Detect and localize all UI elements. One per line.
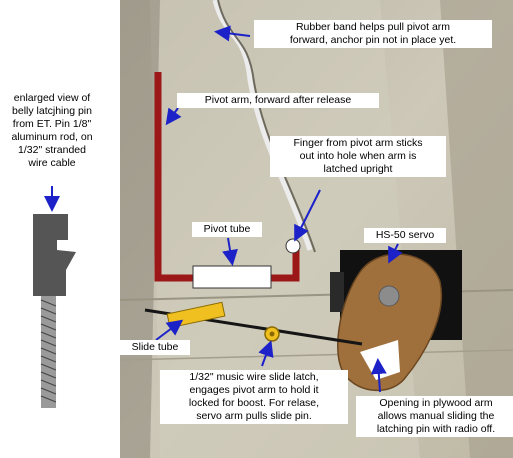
bulkhead-line-2 <box>119 349 513 361</box>
arrow-slide-tube <box>155 319 184 341</box>
arrow-music-wire <box>258 340 274 367</box>
arrow-rubber-band <box>214 25 251 42</box>
finger-label: Finger from pivot arm sticks out into ho… <box>270 136 446 177</box>
fuselage-right-wall <box>440 0 513 458</box>
pivot-arm <box>154 72 195 282</box>
arrow-pivot-arm <box>165 107 182 126</box>
latch-pin-head <box>33 214 76 296</box>
music-wire-label: 1/32" music wire slide latch, engages pi… <box>160 370 348 424</box>
slide-pin-collar-center <box>269 331 275 337</box>
arrow-servo <box>388 243 403 264</box>
arrow-opening <box>370 358 387 393</box>
servo-label: HS-50 servo <box>364 228 446 243</box>
finger-hole <box>285 238 301 254</box>
latch-pin-cable <box>41 296 56 408</box>
pivot-tube <box>192 265 272 289</box>
enlarged-view-label: enlarged view of belly latcjhing pin fro… <box>11 92 93 169</box>
pivot-tube-label: Pivot tube <box>192 222 262 237</box>
latch-pin-cable-strands <box>40 299 57 403</box>
rubber-band-shadow <box>217 0 316 253</box>
opening-label: Opening in plywood arm allows manual sli… <box>356 396 513 437</box>
arrow-pivot-tube <box>222 237 238 266</box>
slide-tube-label: Slide tube <box>120 340 190 355</box>
pivot-arm-finger <box>270 248 300 282</box>
arrow-finger <box>294 189 321 242</box>
servo-hub <box>378 285 400 307</box>
servo-mount-tab <box>330 272 344 312</box>
pivot-arm-label: Pivot arm, forward after release <box>177 93 379 108</box>
rubber-band-label: Rubber band helps pull pivot arm forward… <box>254 20 492 48</box>
